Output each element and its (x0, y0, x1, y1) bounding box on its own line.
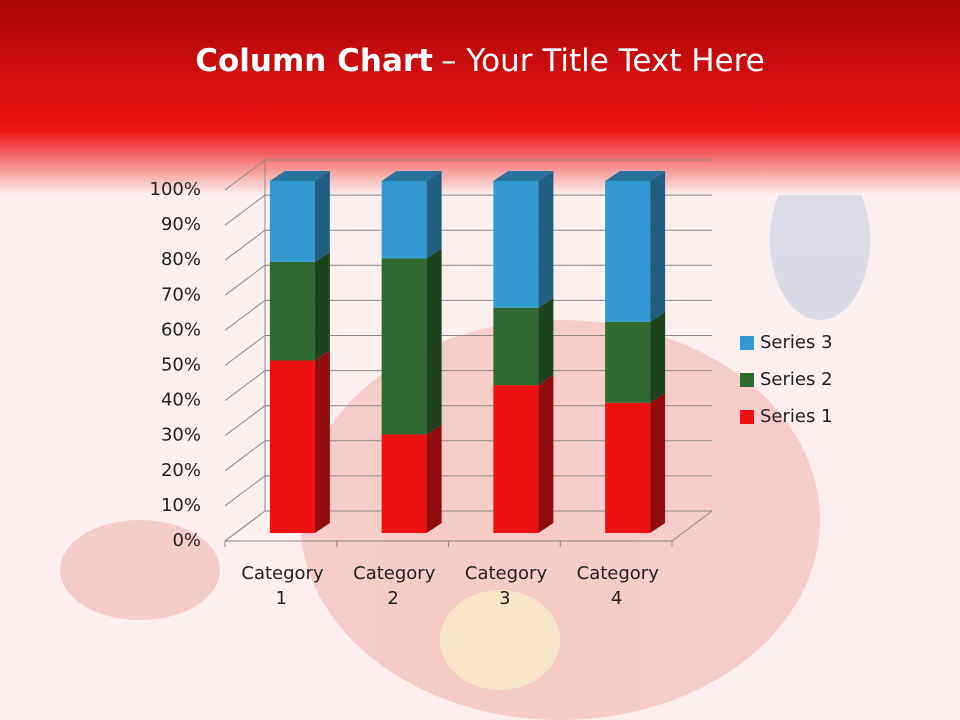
bar-segment (381, 248, 442, 435)
x-tick-label-box: Category 1 (241, 563, 324, 609)
grid-line (224, 405, 712, 437)
bar-segment (493, 375, 554, 533)
header-band (0, 0, 960, 195)
title-rest: – Your Title Text Here (441, 43, 765, 79)
y-tick-label: 90% (161, 214, 201, 235)
x-tick-label-box: Category 4 (576, 563, 659, 609)
bar-front (493, 307, 539, 386)
bar-side (426, 171, 442, 259)
bar-side (426, 424, 442, 533)
legend-label: Series 1 (760, 406, 833, 427)
grid-line (224, 335, 712, 366)
bar-top (493, 171, 554, 181)
bar-top (269, 171, 330, 181)
bar-front (269, 261, 315, 361)
legend-label: Series 2 (760, 369, 833, 390)
grid-line (224, 159, 712, 191)
y-tick-label: 100% (150, 179, 201, 200)
y-tick-label: 50% (161, 355, 201, 376)
grid-line (224, 229, 712, 261)
y-tick-label: 20% (161, 460, 201, 481)
bar-side (538, 171, 554, 308)
bar-front (605, 181, 651, 322)
bar-segment (269, 350, 330, 533)
bar-front (381, 434, 427, 533)
x-tick-label: Category 1 (241, 563, 324, 609)
bar-side (426, 248, 442, 435)
grid-line (224, 440, 712, 472)
bar-front (269, 181, 315, 262)
y-tick-label: 10% (161, 495, 201, 516)
x-tick-label-box: Category 2 (353, 563, 436, 609)
bar-segment (493, 171, 554, 308)
grid-line (224, 194, 712, 226)
grid-line (224, 370, 712, 402)
grid-line (224, 264, 712, 296)
grid-line (224, 510, 712, 542)
bar-side (314, 171, 330, 262)
bar-segment (269, 251, 330, 361)
bar-segment (381, 171, 442, 259)
x-tick-label: Category 4 (576, 563, 659, 609)
x-tick-label-box: Category 3 (464, 563, 548, 609)
bar-side (650, 311, 666, 403)
bar-front (381, 181, 427, 259)
x-tick-label: Category 3 (464, 563, 548, 609)
y-tick-label: 60% (161, 319, 201, 340)
bar-front (493, 181, 539, 308)
bar-segment (605, 171, 666, 322)
chart: 0% 10% 20% 30% 40% 50% 60% 70% 80% 90% 100% Categor… (150, 159, 833, 609)
bar-side (314, 251, 330, 361)
bar-top (381, 171, 442, 181)
legend-swatch (740, 336, 754, 350)
y-tick-label: 30% (161, 425, 201, 446)
x-tick-label: Category 2 (353, 563, 436, 609)
chart-title: Column Chart – Your Title Text Here (195, 43, 765, 79)
bar-segment (493, 297, 554, 386)
y-tick-label: 70% (161, 284, 201, 305)
bar-front (493, 385, 539, 533)
grid-line (224, 475, 712, 507)
bar-front (381, 258, 427, 435)
title-bold: Column Chart (195, 43, 433, 79)
bar-side (650, 171, 666, 322)
bar-segment (605, 392, 666, 533)
bar-side (314, 350, 330, 533)
y-tick-label: 80% (161, 249, 201, 270)
y-tick-label: 40% (161, 390, 201, 411)
bar-segment (269, 171, 330, 262)
bar-front (605, 321, 651, 403)
legend-swatch (740, 373, 754, 387)
legend-swatch (740, 410, 754, 424)
legend-label: Series 3 (760, 332, 833, 353)
grid-line (224, 299, 712, 331)
bar-side (650, 392, 666, 533)
y-tick-label: 0% (172, 530, 201, 551)
bar-side (538, 375, 554, 533)
bar-top (605, 171, 666, 181)
bar-segment (605, 311, 666, 403)
bar-side (538, 297, 554, 386)
bar-front (605, 402, 651, 533)
bar-front (269, 360, 315, 533)
bar-segment (381, 424, 442, 533)
